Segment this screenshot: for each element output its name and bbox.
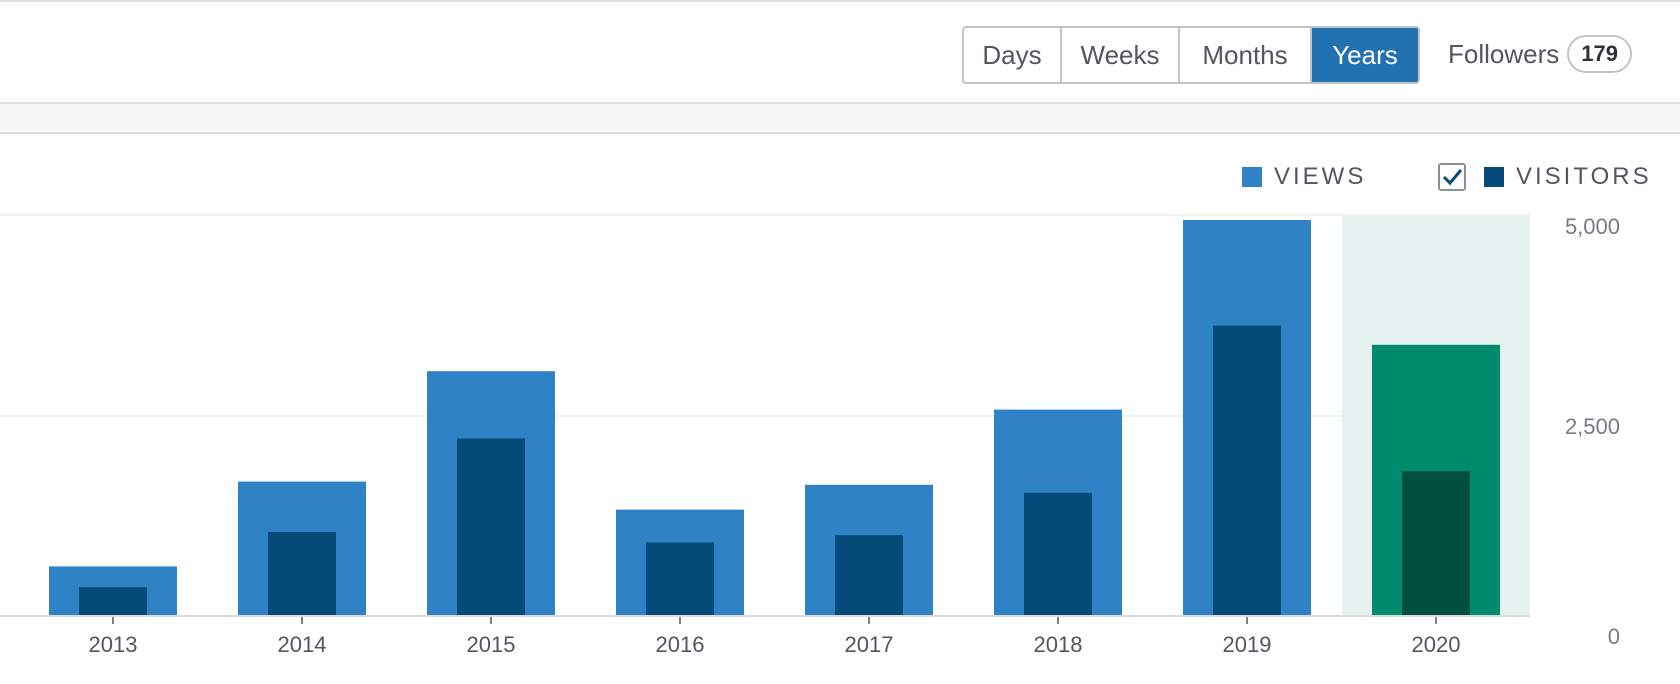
legend-views: VIEWS	[1242, 160, 1366, 194]
y-tick-label: 5,000	[1565, 214, 1620, 239]
checkmark-icon	[1442, 169, 1463, 186]
followers-label: Followers	[1448, 38, 1560, 69]
period-button-weeks[interactable]: Weeks	[1062, 28, 1180, 82]
top-border	[0, 0, 1680, 2]
period-selector: Days Weeks Months Years	[962, 26, 1420, 84]
x-tick-label-2019: 2019	[1223, 632, 1272, 657]
views-swatch	[1242, 167, 1262, 187]
period-button-days[interactable]: Days	[964, 28, 1062, 82]
visitors-bar-2018	[1024, 492, 1092, 616]
visitors-bar-2020	[1402, 471, 1470, 616]
period-button-months[interactable]: Months	[1180, 28, 1312, 82]
visitors-bar-2017	[835, 535, 903, 616]
period-button-years[interactable]: Years	[1312, 28, 1418, 82]
x-tick-label-2013: 2013	[89, 632, 138, 657]
visitors-swatch	[1484, 167, 1504, 187]
visitors-checkbox[interactable]	[1438, 163, 1466, 191]
divider-band	[0, 102, 1680, 134]
legend-visitors-label: VISITORS	[1516, 163, 1652, 190]
legend-visitors: VISITORS	[1438, 160, 1652, 194]
y-tick-label: 0	[1608, 624, 1620, 649]
x-tick-label-2014: 2014	[278, 632, 327, 657]
visitors-bar-2016	[646, 542, 714, 616]
visitors-bar-2013	[79, 587, 147, 616]
visitors-bar-2019	[1213, 325, 1281, 616]
x-tick-label-2015: 2015	[467, 632, 516, 657]
visitors-bar-2014	[268, 532, 336, 616]
followers-count-badge: 179	[1567, 35, 1632, 73]
visitors-bar-2015	[457, 438, 525, 616]
followers-link[interactable]: Followers 179	[1448, 34, 1632, 74]
legend-views-label: VIEWS	[1274, 163, 1367, 190]
x-tick-label-2016: 2016	[656, 632, 705, 657]
stats-header: Days Weeks Months Years Followers 179	[0, 2, 1680, 102]
x-tick-label-2020: 2020	[1412, 632, 1461, 657]
x-tick-label-2018: 2018	[1034, 632, 1083, 657]
y-tick-label: 2,500	[1565, 414, 1620, 439]
x-tick-label-2017: 2017	[845, 632, 894, 657]
